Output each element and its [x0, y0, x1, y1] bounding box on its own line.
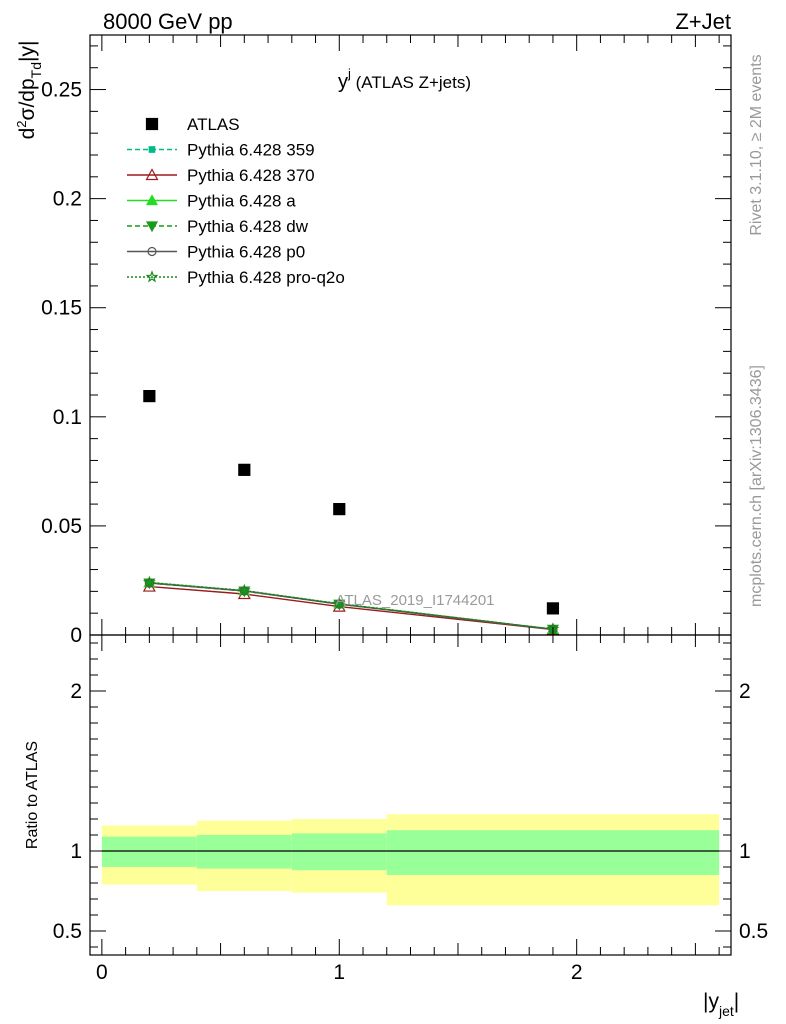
ratio-y-tick-label-right: 0.5: [739, 920, 768, 943]
series-line-2: [149, 585, 553, 631]
x-axis-label: |yjet|: [703, 990, 739, 1019]
ratio-y-tick-label-right: 2: [739, 680, 751, 703]
main-y-tick-label: 0.05: [41, 515, 82, 538]
axes-frames: [89, 34, 732, 956]
legend-label-6: Pythia 6.428 pro-q2o: [187, 268, 345, 287]
legend-marker-3: [145, 194, 159, 206]
ratio-y-axis-label: Ratio to ATLAS: [24, 741, 41, 849]
stat-band-0: [101, 836, 197, 867]
ratio-frame: [89, 634, 732, 956]
legend-marker-2: [145, 168, 159, 181]
side-mcplots-label: mcplots.cern.ch [arXiv:1306.3436]: [748, 365, 765, 607]
point-6-2: [332, 596, 346, 610]
legend-marker-6: [145, 270, 159, 283]
legend-marker-0: [145, 117, 159, 131]
side-rivet-label: Rivet 3.1.10, ≥ 2M events: [748, 54, 765, 235]
tick-labels: 0 0.05 0.1 0.15 0.2 0.25 0 1 2 0.5 0.5 1 1 2 2: [41, 79, 768, 984]
point-6-0: [142, 575, 156, 588]
main-y-tick-label: 0.2: [53, 188, 82, 211]
ratio-y-tick-label: 2: [70, 680, 82, 703]
series-line-5: [149, 582, 553, 630]
point-0-0: [143, 389, 156, 403]
point-0-1: [238, 463, 251, 476]
plot-title-main: y: [338, 71, 348, 93]
main-lines: [149, 581, 553, 631]
ratio-x-tick-label: 2: [571, 961, 583, 984]
main-y-tick-label: 0.1: [53, 406, 82, 429]
stat-band-2: [291, 833, 387, 871]
main-y-axis-label: d2σ/dpTd|y|: [14, 41, 44, 140]
legend-marker-5: [147, 246, 157, 257]
ratio-x-tick-label: 1: [333, 961, 345, 984]
legend-marker-4: [145, 221, 159, 233]
legend-marker-1: [148, 146, 156, 153]
legend: ATLAS Pythia 6.428 359 Pythia 6.428 370 Pyt…: [127, 115, 345, 287]
ratio-y-tick-label-right: 1: [739, 840, 751, 863]
legend-label-4: Pythia 6.428 dw: [187, 217, 309, 236]
legend-label-1: Pythia 6.428 359: [187, 141, 315, 160]
right-title: Z+Jet: [675, 9, 731, 34]
watermark: ATLAS_2019_I1744201: [335, 592, 494, 609]
ratio-y-tick-label: 1: [70, 840, 82, 863]
plot-title-rest: (ATLAS Z+jets): [351, 73, 471, 92]
main-y-tick-label: 0.25: [41, 79, 82, 102]
main-y-tick-label: 0.15: [41, 297, 82, 320]
plot-title-sup: j: [347, 66, 351, 81]
point-0-2: [333, 503, 346, 516]
legend-label-3: Pythia 6.428 a: [187, 192, 296, 211]
ratio-bands: [101, 814, 720, 906]
main-markers: [142, 389, 560, 636]
legend-label-2: Pythia 6.428 370: [187, 166, 315, 185]
ratio-y-tick-label: 0.5: [53, 920, 82, 943]
ratio-x-tick-label: 0: [96, 961, 108, 984]
point-0-3: [546, 602, 560, 615]
plot-title: yj (ATLAS Z+jets): [338, 66, 471, 93]
point-6-1: [237, 583, 251, 596]
stat-band-3: [386, 830, 720, 875]
axis-ticks: [90, 35, 731, 955]
legend-label-5: Pythia 6.428 p0: [187, 243, 305, 262]
main-y-tick-label: 0: [70, 624, 82, 647]
legend-label-0: ATLAS: [187, 115, 240, 134]
stat-band-1: [196, 835, 292, 869]
left-title: 8000 GeV pp: [103, 9, 233, 34]
